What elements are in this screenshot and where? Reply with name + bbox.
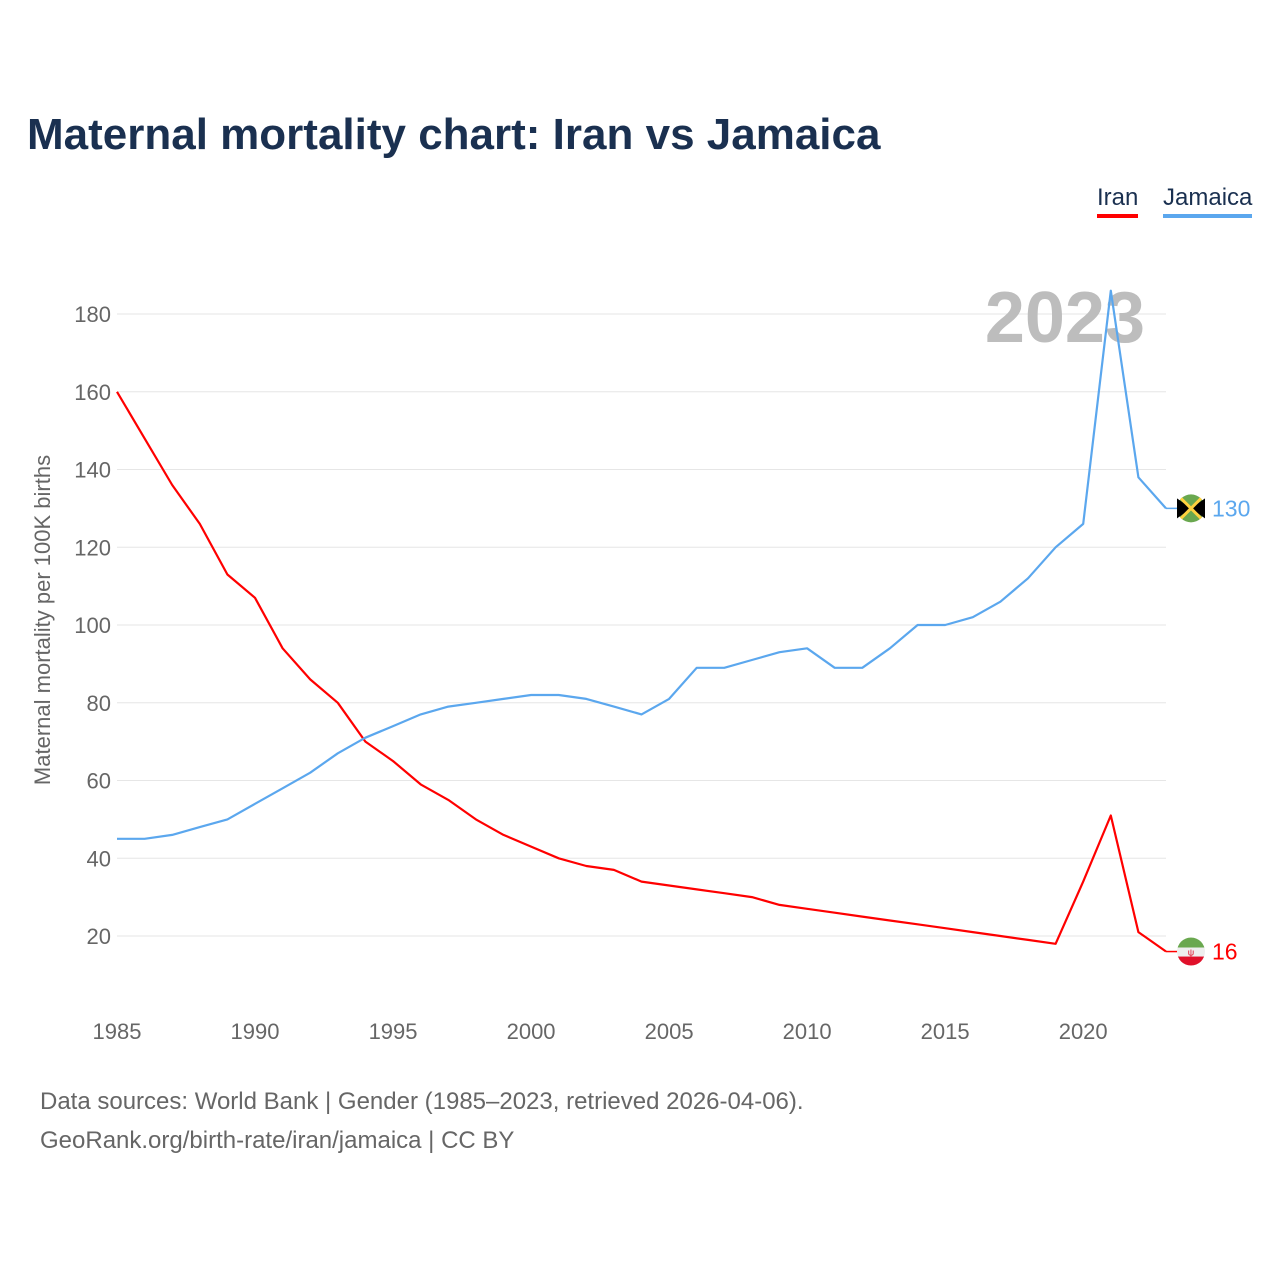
- y-axis-label: Maternal mortality per 100K births: [30, 455, 55, 785]
- y-tick-label: 80: [87, 691, 111, 716]
- x-tick-label: 1995: [369, 1019, 418, 1044]
- x-tick-label: 2015: [921, 1019, 970, 1044]
- source-url[interactable]: GeoRank.org/birth-rate/iran/jamaica | CC…: [40, 1127, 515, 1154]
- end-value-label-jamaica: 130: [1212, 495, 1250, 521]
- x-tick-label: 1990: [231, 1019, 280, 1044]
- y-tick-label: 120: [74, 535, 111, 560]
- legend-item-jamaica[interactable]: Jamaica: [1163, 184, 1253, 218]
- x-tick-label: 1985: [93, 1019, 142, 1044]
- x-tick-label: 2000: [507, 1019, 556, 1044]
- flag-jamaica-icon: [1177, 494, 1205, 523]
- x-tick-label: 2005: [645, 1019, 694, 1044]
- year-watermark: 2023: [985, 278, 1145, 358]
- y-tick-label: 60: [87, 769, 111, 794]
- x-tick-label: 2020: [1059, 1019, 1108, 1044]
- y-tick-label: 180: [74, 302, 111, 327]
- y-tick-label: 100: [74, 613, 111, 638]
- x-tick-label: 2010: [783, 1019, 832, 1044]
- flag-iran-icon: ψ: [1177, 937, 1205, 966]
- svg-text:ψ: ψ: [1188, 948, 1194, 958]
- series-line-iran: [116, 391, 1167, 953]
- source-note: Data sources: World Bank | Gender (1985–…: [40, 1088, 804, 1115]
- y-tick-label: 140: [74, 458, 111, 483]
- y-tick-label: 160: [74, 380, 111, 405]
- chart-title: Maternal mortality chart: Iran vs Jamaic…: [27, 110, 881, 159]
- y-tick-label: 40: [87, 846, 111, 871]
- end-value-label-iran: 16: [1212, 939, 1238, 965]
- series-line-jamaica: [117, 289, 1167, 840]
- y-tick-label: 20: [87, 924, 111, 949]
- legend-item-iran[interactable]: Iran: [1097, 184, 1139, 218]
